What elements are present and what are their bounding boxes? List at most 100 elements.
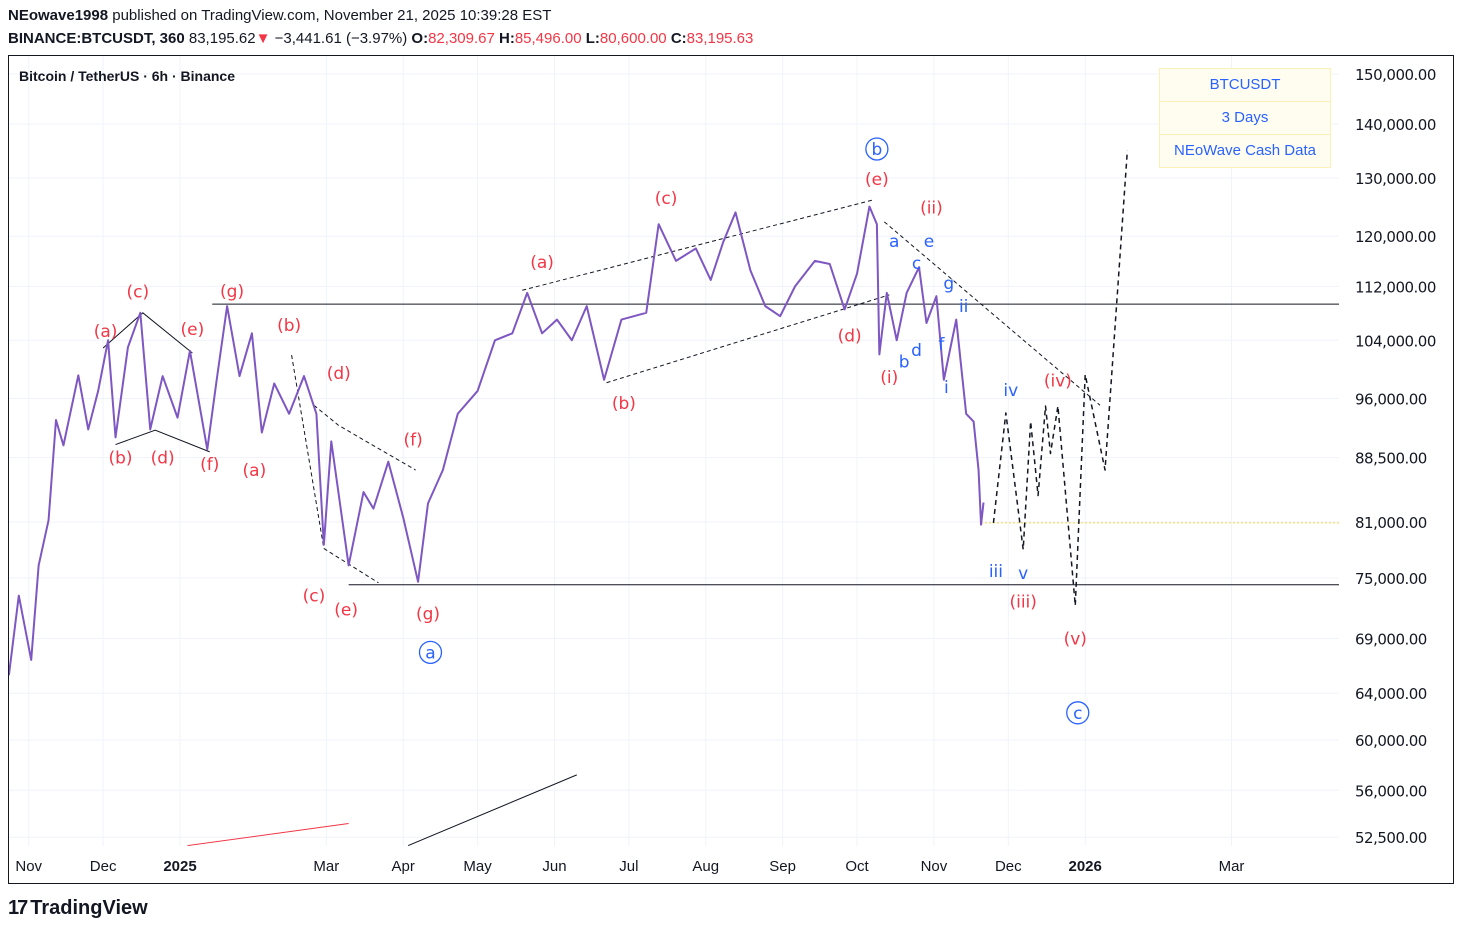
wave-label: c xyxy=(912,254,921,274)
x-tick-label: Mar xyxy=(1219,858,1245,875)
y-tick-label: 140,000.00 xyxy=(1355,116,1436,134)
wave-label: b xyxy=(899,353,910,373)
brand-name: TradingView xyxy=(30,897,148,919)
y-tick-label: 56,000.00 xyxy=(1355,782,1427,800)
trendline xyxy=(606,294,890,384)
x-tick-label: Nov xyxy=(921,858,948,875)
high-label: H: xyxy=(499,30,515,47)
wave-label: (e) xyxy=(334,601,358,621)
wave-label: (g) xyxy=(416,605,440,625)
wave-label: (e) xyxy=(865,170,889,190)
wave-label: (f) xyxy=(200,455,219,475)
tv-logo-icon: 17 xyxy=(8,897,28,919)
wave-label: (c) xyxy=(655,189,678,209)
wave-label: iii xyxy=(989,562,1003,582)
wave-label: b xyxy=(871,140,882,160)
x-tick-label: Dec xyxy=(995,858,1022,875)
high-value: 85,496.00 xyxy=(514,30,582,47)
open-label: O: xyxy=(411,30,429,47)
wave-label-circle xyxy=(865,137,889,161)
trendline xyxy=(102,312,193,354)
low-value: 80,600.00 xyxy=(599,30,667,47)
price-line xyxy=(9,205,985,676)
wave-label: (a) xyxy=(94,322,118,342)
wave-label: iv xyxy=(1003,381,1018,401)
wave-label: (g) xyxy=(220,282,244,302)
trendline xyxy=(883,221,1101,406)
open-value: 82,309.67 xyxy=(428,30,495,47)
y-tick-label: 60,000.00 xyxy=(1355,732,1427,750)
y-tick-label: 112,000.00 xyxy=(1355,278,1436,296)
x-tick-label: 2026 xyxy=(1069,858,1102,875)
trendline xyxy=(291,355,379,584)
x-tick-label: Oct xyxy=(845,858,869,875)
wave-label: e xyxy=(924,232,934,252)
tradingview-logo[interactable]: 17 TradingView xyxy=(8,897,148,920)
wave-label: a xyxy=(425,643,435,663)
trendline xyxy=(187,823,349,846)
publish-line: NEowave1998 published on TradingView.com… xyxy=(8,7,551,24)
info-table: BTCUSDT 3 Days NEoWave Cash Data xyxy=(1159,68,1331,168)
wave-label: f xyxy=(938,335,945,355)
y-tick-label: 104,000.00 xyxy=(1355,332,1436,350)
info-source: NEoWave Cash Data xyxy=(1173,142,1316,159)
symbol: BINANCE:BTCUSDT, 360 xyxy=(8,30,185,47)
wave-label: g xyxy=(943,274,954,294)
wave-label: (a) xyxy=(243,461,267,481)
wave-label: (i) xyxy=(880,368,898,388)
down-arrow-icon: ▼ xyxy=(255,30,271,47)
chart-frame[interactable] xyxy=(8,55,1454,884)
wave-label: (ii) xyxy=(920,199,943,219)
plot-area: (a) (c) (e) (b) (d) (f) (g) (b) (d) (a) (f) (c) (e) (… xyxy=(9,56,1339,846)
wave-label-circle xyxy=(418,640,443,665)
info-symbol: BTCUSDT xyxy=(1160,69,1330,102)
y-tick-label: 150,000.00 xyxy=(1355,66,1436,84)
wave-label: i xyxy=(944,378,949,398)
wave-label: (iv) xyxy=(1044,371,1072,391)
wave-label: (c) xyxy=(303,587,326,607)
chart-title: Bitcoin / TetherUS · 6h · Binance xyxy=(19,68,235,84)
x-tick-label: Aug xyxy=(692,858,719,875)
wave-label: (a) xyxy=(530,253,554,273)
wave-label: (d) xyxy=(151,449,175,469)
y-tick-label: 130,000.00 xyxy=(1355,170,1436,188)
y-tick-label: 96,000.00 xyxy=(1355,390,1427,408)
wave-label: c xyxy=(1073,704,1082,724)
wave-label: ii xyxy=(959,297,968,317)
close-value: 83,195.63 xyxy=(686,30,754,47)
wave-label: (b) xyxy=(277,316,301,336)
x-tick-label: May xyxy=(463,858,492,875)
wave-label: (v) xyxy=(1064,630,1087,650)
x-tick-label: Nov xyxy=(15,858,42,875)
y-tick-label: 64,000.00 xyxy=(1355,685,1427,703)
info-timeframe: 3 Days xyxy=(1160,102,1330,135)
wave-label-circle xyxy=(1066,701,1090,725)
x-tick-label: Jun xyxy=(542,858,566,875)
wave-label: v xyxy=(1018,564,1028,584)
wave-label: (iii) xyxy=(1009,593,1036,613)
author[interactable]: NEowave1998 xyxy=(8,7,109,24)
published-text: published on TradingView.com, November 2… xyxy=(112,7,552,24)
trendline xyxy=(115,429,210,453)
y-tick-label: 81,000.00 xyxy=(1355,514,1427,532)
close-label: C: xyxy=(670,30,687,47)
low-label: L: xyxy=(585,30,600,47)
last-price: 83,195.62 xyxy=(188,30,256,47)
y-tick-label: 69,000.00 xyxy=(1355,631,1427,649)
wave-label: (b) xyxy=(612,394,636,414)
projection-path xyxy=(992,150,1129,607)
y-tick-label: 120,000.00 xyxy=(1355,228,1436,246)
y-tick-label: 52,500.00 xyxy=(1355,829,1427,847)
wave-label: (f) xyxy=(403,431,422,451)
x-tick-label: Jul xyxy=(619,858,638,875)
x-tick-label: 2025 xyxy=(163,858,196,875)
x-tick-label: Dec xyxy=(90,858,117,875)
trendline xyxy=(522,199,875,291)
wave-label: (e) xyxy=(181,320,205,340)
y-tick-label: 88,500.00 xyxy=(1355,450,1427,468)
trendline xyxy=(313,404,416,471)
trendline xyxy=(407,774,577,846)
wave-label: (b) xyxy=(108,449,132,469)
wave-label: (d) xyxy=(838,326,862,346)
